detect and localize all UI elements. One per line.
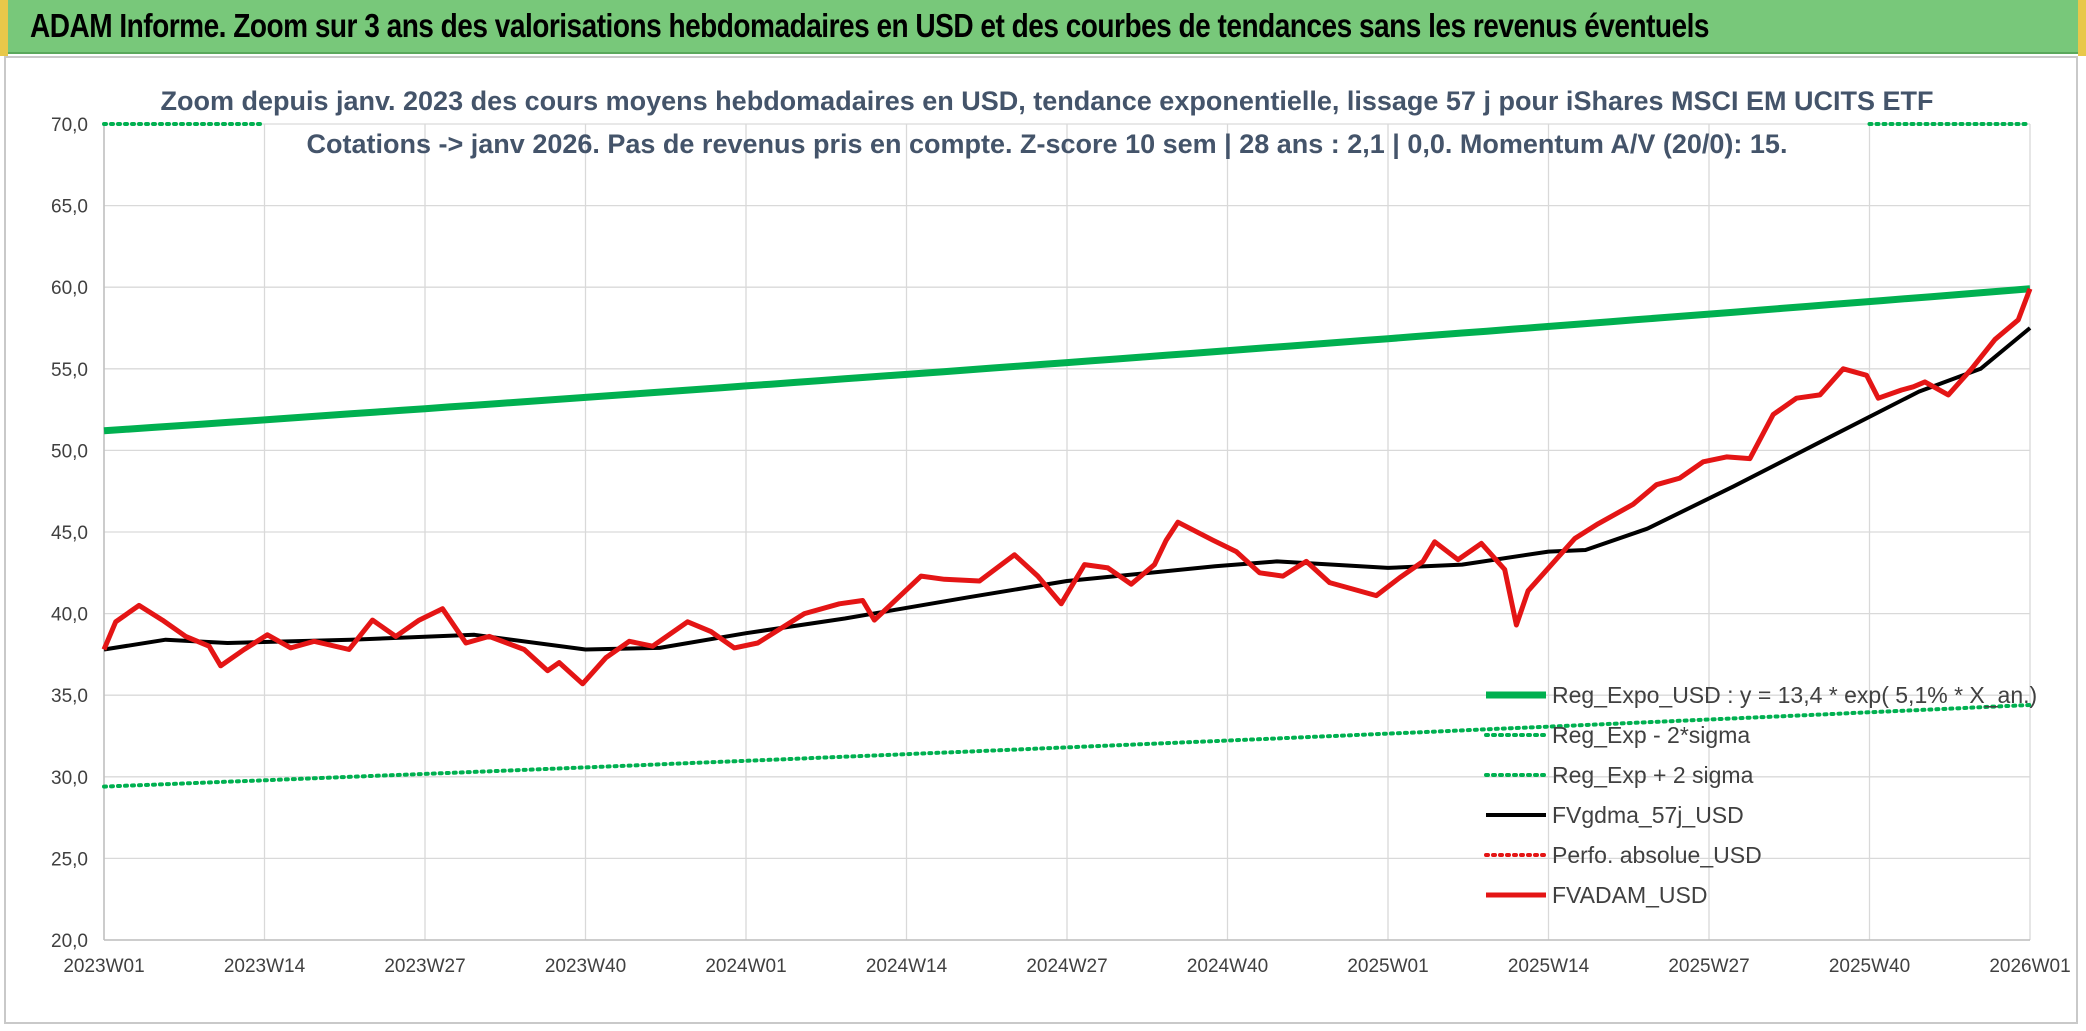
chart-title-line-1: Zoom depuis janv. 2023 des cours moyens … <box>161 86 1934 116</box>
gridlines <box>103 123 2031 941</box>
x-tick-label: 2024W27 <box>1026 956 1107 977</box>
banner-title: ADAM Informe. Zoom sur 3 ans des valoris… <box>30 7 1710 44</box>
x-tick-label: 2025W27 <box>1668 956 1749 977</box>
legend-label: Reg_Expo_USD : y = 13,4 * exp( 5,1% * X_… <box>1552 682 2037 708</box>
x-tick-label: 2024W14 <box>866 956 948 977</box>
legend-label: Reg_Exp + 2 sigma <box>1552 762 1754 788</box>
y-tick-label: 40,0 <box>51 605 88 626</box>
fvgdma-line <box>103 326 2032 652</box>
reg-exp-minus-2sigma-line <box>102 703 2032 789</box>
x-tick-label: 2023W40 <box>545 956 626 977</box>
y-tick-label: 25,0 <box>51 849 88 870</box>
x-tick-label: 2023W01 <box>63 956 144 977</box>
y-tick-label: 45,0 <box>51 523 88 544</box>
y-tick-label: 30,0 <box>51 768 88 789</box>
x-tick-label: 2023W27 <box>384 956 465 977</box>
y-tick-label: 50,0 <box>51 441 88 462</box>
y-axis-ticks: 20,0 25,0 30,0 35,0 40,0 45,0 50,0 55,0 60,0 65,0… <box>51 115 88 952</box>
x-tick-label: 2023W14 <box>224 956 306 977</box>
y-tick-label: 60,0 <box>51 278 88 299</box>
x-axis-ticks: 2023W01 2023W14 2023W27 2023W40 2024W01 2024W… <box>63 956 2070 977</box>
x-tick-label: 2025W40 <box>1829 956 1910 977</box>
x-tick-label: 2026W01 <box>1989 956 2070 977</box>
x-tick-label: 2024W01 <box>705 956 786 977</box>
legend-label: Perfo. absolue_USD <box>1552 842 1762 868</box>
y-tick-label: 55,0 <box>51 360 88 381</box>
reg-expo-line <box>103 285 2031 435</box>
banner-left-accent <box>0 0 8 56</box>
series-lines <box>101 122 2033 789</box>
y-tick-label: 70,0 <box>51 115 88 136</box>
legend: Reg_Expo_USD : y = 13,4 * exp( 5,1% * X_… <box>1484 682 2037 908</box>
legend-label: FVgdma_57j_USD <box>1552 802 1744 828</box>
header-banner: ADAM Informe. Zoom sur 3 ans des valoris… <box>0 0 2086 54</box>
legend-label: Reg_Exp - 2*sigma <box>1552 722 1750 748</box>
x-tick-label: 2025W14 <box>1508 956 1590 977</box>
y-tick-label: 65,0 <box>51 197 88 218</box>
banner-right-accent <box>2078 0 2086 56</box>
y-tick-label: 20,0 <box>51 931 88 952</box>
x-tick-label: 2025W01 <box>1347 956 1428 977</box>
legend-label: FVADAM_USD <box>1552 882 1708 908</box>
fvadam-line <box>101 287 2033 687</box>
chart-frame <box>4 56 2078 1024</box>
y-tick-label: 35,0 <box>51 686 88 707</box>
x-tick-label: 2024W40 <box>1187 956 1268 977</box>
chart-title-line-2: Cotations -> janv 2026. Pas de revenus p… <box>307 129 1788 159</box>
